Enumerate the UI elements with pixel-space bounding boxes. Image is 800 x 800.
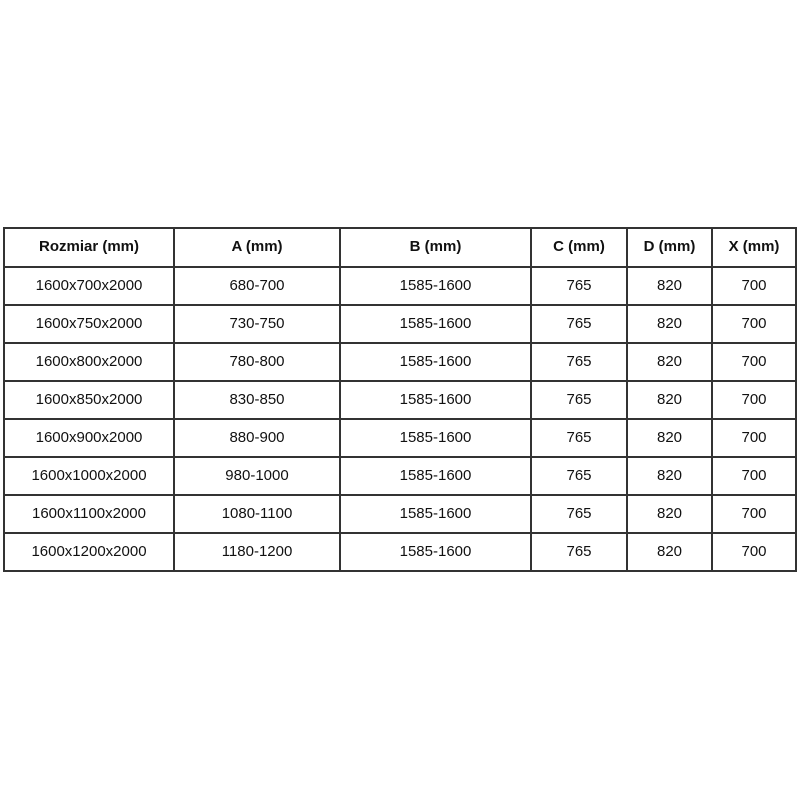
column-header: A (mm)	[173, 227, 341, 268]
table-cell: 765	[530, 456, 628, 496]
table-cell: 820	[626, 266, 713, 306]
table-cell: 700	[711, 342, 797, 382]
table-cell: 765	[530, 494, 628, 534]
table-cell: 820	[626, 380, 713, 420]
table-cell: 730-750	[173, 304, 341, 344]
table-cell: 1585-1600	[339, 342, 532, 382]
table-cell: 765	[530, 342, 628, 382]
table-row: 1600x1000x2000 980-1000 1585-1600 765 820 700	[3, 456, 797, 496]
table-cell: 1585-1600	[339, 380, 532, 420]
table-cell: 700	[711, 380, 797, 420]
table-row: 1600x1100x2000 1080-1100 1585-1600 765 820 70…	[3, 494, 797, 534]
column-header: C (mm)	[530, 227, 628, 268]
table-row: 1600x1200x2000 1180-1200 1585-1600 765 820 70…	[3, 532, 797, 572]
table-cell: 820	[626, 418, 713, 458]
table-cell: 780-800	[173, 342, 341, 382]
table-cell: 830-850	[173, 380, 341, 420]
table-cell: 765	[530, 304, 628, 344]
table-cell: 1585-1600	[339, 304, 532, 344]
table-cell: 700	[711, 456, 797, 496]
table-cell: 1600x700x2000	[3, 266, 175, 306]
column-header: D (mm)	[626, 227, 713, 268]
table-cell: 1600x850x2000	[3, 380, 175, 420]
table-cell: 765	[530, 532, 628, 572]
table-cell: 700	[711, 266, 797, 306]
table-cell: 820	[626, 494, 713, 534]
table-body: 1600x700x2000 680-700 1585-1600 765 820 700 16…	[3, 266, 797, 572]
table-cell: 700	[711, 532, 797, 572]
table-cell: 1600x1000x2000	[3, 456, 175, 496]
table-cell: 1600x1100x2000	[3, 494, 175, 534]
table-cell: 1080-1100	[173, 494, 341, 534]
table-cell: 820	[626, 342, 713, 382]
table-cell: 820	[626, 532, 713, 572]
size-spec-table: Rozmiar (mm) A (mm) B (mm) C (mm) D (mm) X (m…	[3, 227, 797, 572]
table-cell: 1180-1200	[173, 532, 341, 572]
table-cell: 1585-1600	[339, 532, 532, 572]
table-row: 1600x850x2000 830-850 1585-1600 765 820 700	[3, 380, 797, 420]
table-cell: 1600x750x2000	[3, 304, 175, 344]
table-cell: 1585-1600	[339, 266, 532, 306]
table-cell: 680-700	[173, 266, 341, 306]
table-cell: 1585-1600	[339, 494, 532, 534]
table-cell: 880-900	[173, 418, 341, 458]
column-header: X (mm)	[711, 227, 797, 268]
table-cell: 1600x900x2000	[3, 418, 175, 458]
table-cell: 765	[530, 418, 628, 458]
table-row: 1600x700x2000 680-700 1585-1600 765 820 700	[3, 266, 797, 306]
table-head: Rozmiar (mm) A (mm) B (mm) C (mm) D (mm) X (m…	[3, 227, 797, 268]
table-cell: 1600x1200x2000	[3, 532, 175, 572]
table-cell: 820	[626, 304, 713, 344]
column-header: Rozmiar (mm)	[3, 227, 175, 268]
table-cell: 1600x800x2000	[3, 342, 175, 382]
table-cell: 700	[711, 304, 797, 344]
table-cell: 700	[711, 418, 797, 458]
table-cell: 980-1000	[173, 456, 341, 496]
table-row: 1600x900x2000 880-900 1585-1600 765 820 700	[3, 418, 797, 458]
table-cell: 765	[530, 266, 628, 306]
table-row: 1600x800x2000 780-800 1585-1600 765 820 700	[3, 342, 797, 382]
table-cell: 765	[530, 380, 628, 420]
table-cell: 1585-1600	[339, 418, 532, 458]
table-cell: 700	[711, 494, 797, 534]
table-cell: 820	[626, 456, 713, 496]
table-row: 1600x750x2000 730-750 1585-1600 765 820 700	[3, 304, 797, 344]
table-cell: 1585-1600	[339, 456, 532, 496]
table-header-row: Rozmiar (mm) A (mm) B (mm) C (mm) D (mm) X (m…	[3, 227, 797, 268]
column-header: B (mm)	[339, 227, 532, 268]
